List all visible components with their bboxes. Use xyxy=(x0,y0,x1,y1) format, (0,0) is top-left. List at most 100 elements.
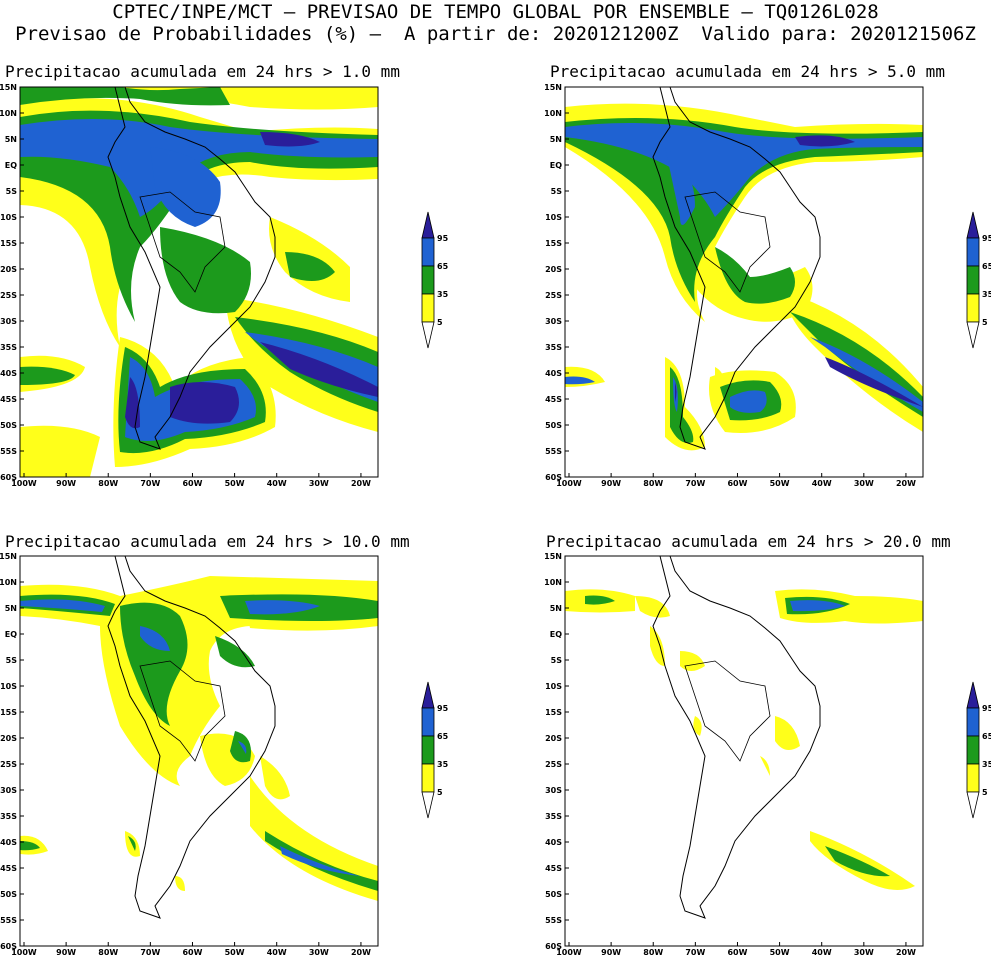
legend-2: 95 65 35 5 xyxy=(965,210,991,350)
lat-label: 5N xyxy=(550,604,562,613)
lat-label: 55S xyxy=(545,447,562,456)
lat-label: 30S xyxy=(0,317,17,326)
lat-label: 20S xyxy=(0,734,17,743)
lon-label: 20W xyxy=(896,948,916,957)
legend-swatch xyxy=(421,237,435,267)
lat-label: 10S xyxy=(0,213,17,222)
lon-label: 80W xyxy=(643,479,663,488)
lon-label: 90W xyxy=(601,479,621,488)
map-panel-4: 15N 10N 5N EQ 5S 10S 15S 20S 25S 30S 35S 40S 45S 50S 5… xyxy=(544,552,924,957)
lat-label: 60S xyxy=(0,942,17,951)
legend-swatch xyxy=(966,735,980,765)
lon-label: 90W xyxy=(601,948,621,957)
lat-label: 20S xyxy=(0,265,17,274)
lat-label: 50S xyxy=(545,421,562,430)
lat-label: 30S xyxy=(545,317,562,326)
legend-swatch xyxy=(421,293,435,323)
map-panel-1: 15N 10N 5N EQ 5S 10S 15S 20S 25S 30S 35S 40S 45S 50S 5… xyxy=(0,83,379,488)
lat-label: 40S xyxy=(0,838,17,847)
lon-label: 100W xyxy=(11,479,37,488)
legend-level: 5 xyxy=(437,318,443,327)
lat-label: 45S xyxy=(0,864,17,873)
lat-label: EQ xyxy=(5,630,17,639)
axis-ticks-4: 15N 10N 5N EQ 5S 10S 15S 20S 25S 30S 35S 40S 45S 50S 5… xyxy=(544,552,916,957)
legend-1: 95 65 35 5 xyxy=(420,210,460,350)
lon-label: 40W xyxy=(267,948,287,957)
lat-label: 10N xyxy=(544,109,562,118)
lat-label: 50S xyxy=(545,890,562,899)
lat-label: 40S xyxy=(545,369,562,378)
legend-3: 95 65 35 5 xyxy=(420,680,460,820)
lat-label: 60S xyxy=(0,473,17,482)
legend-cap-bottom xyxy=(966,791,980,819)
axis-ticks-3: 15N 10N 5N EQ 5S 10S 15S 20S 25S 30S 35S 40S 45S 50S 5… xyxy=(0,552,371,957)
lat-label: 15N xyxy=(544,83,562,92)
lat-label: 55S xyxy=(545,916,562,925)
legend-level: 65 xyxy=(982,262,991,271)
legend-swatch xyxy=(421,735,435,765)
lon-label: 100W xyxy=(11,948,37,957)
lat-label: 30S xyxy=(0,786,17,795)
legend-level: 95 xyxy=(437,704,449,713)
lat-label: 35S xyxy=(545,343,562,352)
panel-4-title: Precipitacao acumulada em 24 hrs > 20.0 … xyxy=(546,532,951,551)
lat-label: 15S xyxy=(0,239,17,248)
lat-label: 50S xyxy=(0,890,17,899)
legend-level: 35 xyxy=(437,290,449,299)
lat-label: 45S xyxy=(545,864,562,873)
lon-label: 70W xyxy=(140,948,160,957)
lat-label: 25S xyxy=(0,760,17,769)
lon-label: 30W xyxy=(854,479,874,488)
lat-label: 5N xyxy=(5,135,17,144)
lon-label: 50W xyxy=(225,948,245,957)
lon-label: 90W xyxy=(56,479,76,488)
panel-3-title: Precipitacao acumulada em 24 hrs > 10.0 … xyxy=(5,532,410,551)
legend-cap-top xyxy=(421,681,435,709)
lat-label: 10S xyxy=(545,213,562,222)
legend-level: 5 xyxy=(437,788,443,797)
lat-label: 60S xyxy=(545,473,562,482)
lon-label: 60W xyxy=(182,479,202,488)
lon-label: 60W xyxy=(727,479,747,488)
legend-level: 5 xyxy=(982,318,988,327)
axis-ticks-2: 15N 10N 5N EQ 5S 10S 15S 20S 25S 30S 35S 40S 45S 50S 5… xyxy=(544,83,916,488)
axis-ticks-1: 15N 10N 5N EQ 5S 10S 15S 20S 25S 30S 35S 40S 45S 50S 5… xyxy=(0,83,371,488)
lon-label: 100W xyxy=(556,948,582,957)
lon-label: 70W xyxy=(685,948,705,957)
lat-label: 15N xyxy=(0,83,17,92)
legend-cap-top xyxy=(966,681,980,709)
lat-label: 15N xyxy=(0,552,17,561)
legend-level: 65 xyxy=(437,732,449,741)
lat-label: 15S xyxy=(0,708,17,717)
legend-level: 5 xyxy=(982,788,988,797)
lon-label: 80W xyxy=(643,948,663,957)
lat-label: 5S xyxy=(6,656,18,665)
lon-label: 30W xyxy=(309,948,329,957)
lat-label: 25S xyxy=(545,760,562,769)
legend-cap-bottom xyxy=(966,321,980,349)
lat-label: 10N xyxy=(544,578,562,587)
lat-label: 50S xyxy=(0,421,17,430)
lat-label: 5S xyxy=(6,187,18,196)
lat-label: 5S xyxy=(551,187,563,196)
lon-label: 50W xyxy=(770,479,790,488)
lat-label: 15S xyxy=(545,239,562,248)
map-panel-3: 15N 10N 5N EQ 5S 10S 15S 20S 25S 30S 35S 40S 45S 50S 5… xyxy=(0,552,379,957)
lon-label: 30W xyxy=(309,479,329,488)
legend-cap-top xyxy=(966,211,980,239)
legend-swatch xyxy=(966,763,980,793)
header-line1: CPTEC/INPE/MCT – PREVISAO DE TEMPO GLOBA… xyxy=(112,1,879,23)
lon-label: 100W xyxy=(556,479,582,488)
lat-label: 25S xyxy=(545,291,562,300)
legend-swatch xyxy=(421,763,435,793)
lon-label: 30W xyxy=(854,948,874,957)
map-panel-2: 15N 10N 5N EQ 5S 10S 15S 20S 25S 30S 35S 40S 45S 50S 5… xyxy=(544,83,924,488)
lon-label: 80W xyxy=(98,948,118,957)
lon-label: 80W xyxy=(98,479,118,488)
lon-label: 40W xyxy=(267,479,287,488)
lon-label: 20W xyxy=(351,948,371,957)
lat-label: EQ xyxy=(550,630,562,639)
lat-label: EQ xyxy=(550,161,562,170)
legend-level: 95 xyxy=(437,234,449,243)
lat-label: 10S xyxy=(0,682,17,691)
